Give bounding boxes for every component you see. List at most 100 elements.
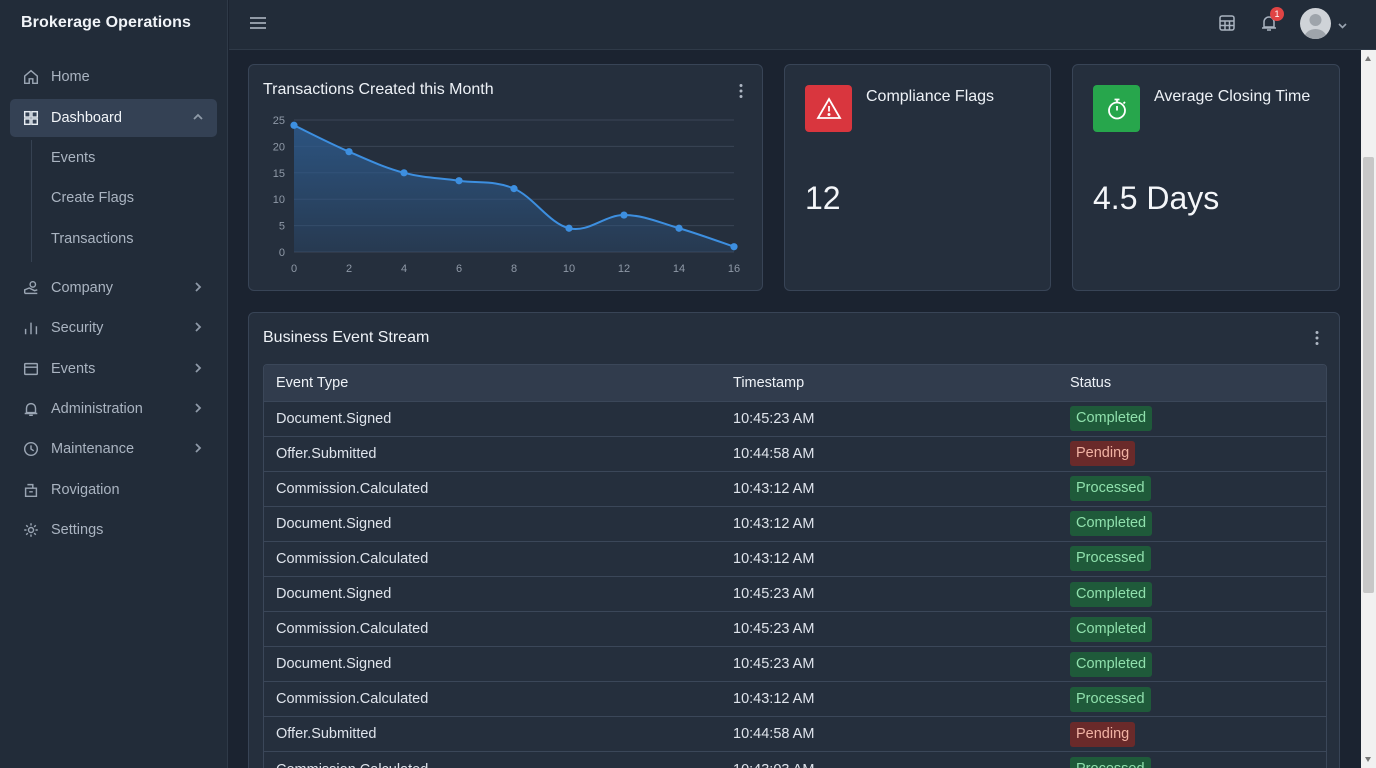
navigation-icon <box>21 480 41 500</box>
status-cell: Processed <box>1058 471 1326 506</box>
sidebar-item-label: Events <box>51 361 96 377</box>
scroll-up-arrow[interactable] <box>1365 56 1371 61</box>
gear-icon <box>21 520 41 540</box>
topbar <box>229 0 1376 50</box>
average-closing-time-title: Average Closing Time <box>1154 88 1311 105</box>
average-closing-time-card: Average Closing Time 4.5 Days <box>1072 64 1340 291</box>
sidebar-item-label: Security <box>51 320 104 336</box>
data-point <box>565 224 573 232</box>
data-point <box>675 224 683 232</box>
status-cell: Processed <box>1058 682 1326 717</box>
sidebar-item-administration[interactable]: Administration <box>10 390 217 428</box>
table-row[interactable]: Offer.Submitted 10:44:58 AM Pending <box>264 716 1326 752</box>
x-tick-label: 8 <box>511 263 517 275</box>
column-header-event-type[interactable]: Event Type <box>276 374 349 391</box>
event-stream-title: Business Event Stream <box>263 329 430 346</box>
hamburger-menu-icon[interactable] <box>249 15 267 31</box>
x-tick-label: 10 <box>563 263 575 275</box>
event-stream-table: Event Type Timestamp Status Document.Sig… <box>263 364 1327 768</box>
chevron-up-icon <box>191 110 205 124</box>
chevron-right-icon <box>191 401 205 415</box>
timestamp-cell: 10:45:23 AM <box>733 621 815 638</box>
table-row[interactable]: Commission.Calculated 10:43:12 AM Processe… <box>264 681 1326 717</box>
event-type-cell: Document.Signed <box>276 656 392 673</box>
notification-badge: 1 <box>1270 7 1284 21</box>
x-tick-label: 12 <box>618 263 630 275</box>
x-tick-label: 2 <box>346 263 352 275</box>
timestamp-cell: 10:43:03 AM <box>721 752 1058 768</box>
table-row[interactable]: Document.Signed 10:43:12 AM Completed <box>264 506 1326 542</box>
sidebar-subitem-transactions[interactable]: Transactions <box>51 231 134 247</box>
data-point <box>620 211 628 219</box>
avatar[interactable] <box>1300 8 1331 39</box>
status-badge: Completed <box>1070 616 1153 642</box>
scrollbar[interactable] <box>1361 50 1376 768</box>
data-point <box>455 177 463 185</box>
y-tick-label: 10 <box>273 194 285 206</box>
timestamp-cell: 10:45:23 AM <box>733 656 815 673</box>
status-badge: Pending <box>1070 721 1136 747</box>
sidebar-item-navigation[interactable]: Rovigation <box>10 471 217 509</box>
submenu-divider <box>31 140 32 262</box>
status-cell: Completed <box>1058 647 1326 682</box>
status-cell: Completed <box>1058 576 1326 611</box>
event-type-cell: Commission.Calculated <box>276 691 429 708</box>
column-header-status[interactable]: Status <box>1070 374 1112 391</box>
sidebar-item-dashboard[interactable]: Dashboard <box>10 99 217 137</box>
sidebar-item-label: Home <box>51 69 90 85</box>
sidebar-item-label: Rovigation <box>51 482 120 498</box>
business-event-stream-card: Business Event Stream Event Type Timesta… <box>248 312 1340 768</box>
table-row[interactable]: Document.Signed 10:45:23 AM Completed <box>264 401 1326 437</box>
chevron-down-icon[interactable] <box>1337 18 1348 29</box>
transactions-line-chart: 0 5 10 15 20 25 0 2 4 6 8 10 12 14 16 <box>273 115 740 275</box>
sidebar-item-maintenance[interactable]: Maintenance <box>10 430 217 468</box>
event-type-cell: Commission.Calculated <box>276 550 429 567</box>
event-type-cell: Document.Signed <box>276 515 392 532</box>
status-cell: Processed <box>1058 752 1326 768</box>
timestamp-cell: 10:45:23 AM <box>733 586 815 603</box>
table-row[interactable]: Document.Signed 10:45:23 AM Completed <box>264 646 1326 682</box>
sidebar-item-security[interactable]: Security <box>10 309 217 347</box>
status-badge: Processed <box>1070 686 1151 712</box>
sidebar-item-settings[interactable]: Settings <box>10 511 217 549</box>
timestamp-cell: 10:43:12 AM <box>733 480 815 497</box>
bar-chart-icon <box>21 318 41 338</box>
column-header-timestamp[interactable]: Timestamp <box>733 374 805 391</box>
event-type-cell: Commission.Calculated <box>276 621 429 638</box>
company-icon <box>21 278 41 298</box>
status-cell: Pending <box>1058 436 1326 471</box>
sidebar-item-home[interactable]: Home <box>10 58 217 96</box>
chevron-right-icon <box>191 280 205 294</box>
status-badge: Processed <box>1070 476 1151 502</box>
event-type-cell: Commission.Calculated <box>264 752 721 768</box>
card-icon <box>21 359 41 379</box>
table-row[interactable]: Commission.Calculated 10:43:12 AM Processe… <box>264 471 1326 507</box>
kebab-menu-icon[interactable] <box>1314 330 1320 346</box>
status-badge: Completed <box>1070 511 1153 537</box>
event-type-cell: Document.Signed <box>276 586 392 603</box>
table-row[interactable]: Document.Signed 10:45:23 AM Completed <box>264 576 1326 612</box>
notification-bell-icon[interactable] <box>1259 13 1279 33</box>
status-cell: Completed <box>1058 401 1326 436</box>
sidebar-item-company[interactable]: Company <box>10 269 217 307</box>
sidebar-item-events[interactable]: Events <box>10 350 217 388</box>
chevron-right-icon <box>191 361 205 375</box>
y-tick-label: 25 <box>273 115 285 127</box>
event-type-cell: Offer.Submitted <box>276 726 377 743</box>
sidebar-subitem-events[interactable]: Events <box>51 150 96 166</box>
table-header-row: Event Type Timestamp Status <box>264 365 1326 401</box>
table-row[interactable]: Offer.Submitted 10:44:58 AM Pending <box>264 436 1326 472</box>
sidebar-subitem-create-flags[interactable]: Create Flags <box>51 190 135 206</box>
table-row[interactable]: Commission.Calculated 10:45:23 AM Complete… <box>264 611 1326 647</box>
scroll-down-arrow[interactable] <box>1365 757 1371 762</box>
scrollbar-thumb[interactable] <box>1363 157 1374 593</box>
table-row[interactable]: Commission.Calculated 10:43:12 AM Processe… <box>264 541 1326 577</box>
status-cell: Completed <box>1058 506 1326 541</box>
x-tick-label: 16 <box>728 263 740 275</box>
calculator-icon[interactable] <box>1217 13 1237 33</box>
average-closing-time-value: 4.5 Days <box>1093 180 1220 216</box>
kebab-menu-icon[interactable] <box>738 83 744 99</box>
data-point <box>510 185 518 193</box>
data-point <box>730 243 738 251</box>
